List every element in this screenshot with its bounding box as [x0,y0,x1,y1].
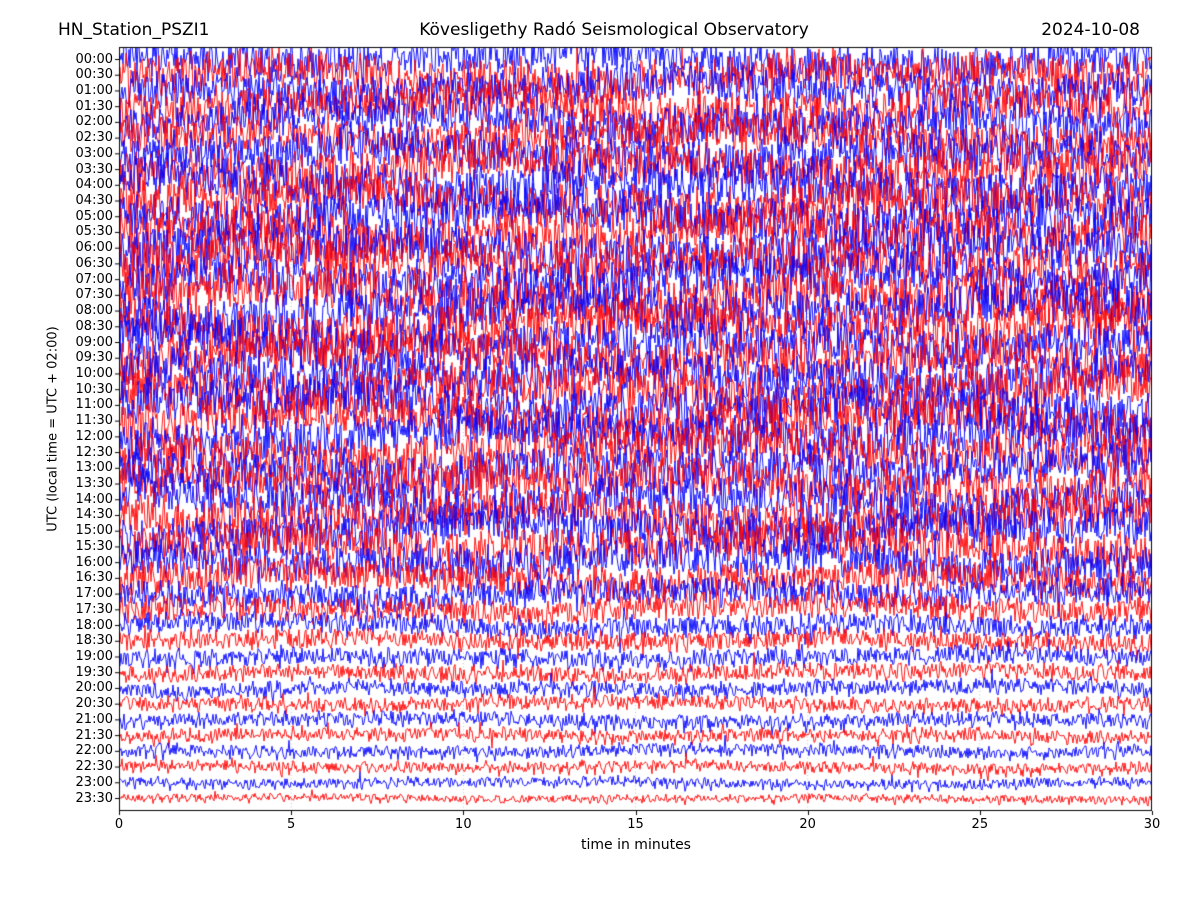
x-axis-label: time in minutes [581,837,691,853]
x-tick-label: 30 [1143,817,1161,832]
x-tick-label: 15 [627,817,644,832]
y-tick-label: 13:30 [75,476,113,492]
y-tick-label: 11:00 [75,397,113,413]
x-tick-label: 25 [971,817,989,832]
y-tick-label: 06:30 [75,255,113,271]
y-tick-label: 08:00 [75,303,113,319]
y-tick-label: 05:30 [75,224,113,240]
y-tick-label: 04:00 [75,177,113,193]
y-tick-label: 10:30 [75,381,113,397]
x-tick-label: 10 [455,817,472,832]
y-tick-label: 15:00 [75,523,113,539]
y-tick-label: 17:00 [75,586,113,602]
y-tick-label: 11:30 [75,413,113,429]
y-tick-label: 17:30 [75,601,113,617]
y-tick-label: 06:00 [75,240,113,256]
y-tick-label: 19:30 [75,664,113,680]
y-tick-label: 03:30 [75,161,113,177]
date-title: 2024-10-08 [1041,20,1140,40]
y-tick-label: 12:00 [75,428,113,444]
observatory-title: Kövesligethy Radó Seismological Observat… [419,20,809,40]
y-tick-label: 02:00 [75,114,113,130]
y-tick-label: 20:00 [75,680,113,696]
y-tick-label: 01:00 [75,82,113,98]
y-tick-label: 19:00 [75,648,113,664]
y-tick-label: 18:00 [75,617,113,633]
y-tick-label: 07:30 [75,287,113,303]
y-tick-label: 14:00 [75,491,113,507]
y-tick-label: 00:30 [75,67,113,83]
y-tick-label: 14:30 [75,507,113,523]
y-tick-label: 21:30 [75,727,113,743]
x-tick-label: 20 [799,817,816,832]
y-tick-label: 18:30 [75,633,113,649]
station-title: HN_Station_PSZI1 [58,20,210,40]
y-tick-label: 16:30 [75,570,113,586]
y-tick-label: 10:00 [75,365,113,381]
y-tick-label: 23:00 [75,774,113,790]
y-tick-label: 15:30 [75,538,113,554]
y-tick-label: 22:00 [75,743,113,759]
x-tick-label: 5 [287,817,296,832]
y-tick-label: 13:00 [75,460,113,476]
y-tick-label: 02:30 [75,130,113,146]
y-tick-label: 09:30 [75,350,113,366]
y-tick-label: 07:00 [75,271,113,287]
y-tick-label: 03:00 [75,145,113,161]
y-tick-label: 09:00 [75,334,113,350]
y-tick-label: 12:30 [75,444,113,460]
y-tick-label: 16:00 [75,554,113,570]
y-tick-label: 23:30 [75,790,113,806]
y-tick-label: 21:00 [75,711,113,727]
y-tick-label: 01:30 [75,98,113,114]
y-tick-label: 05:00 [75,208,113,224]
y-tick-label: 22:30 [75,759,113,775]
y-tick-label: 00:00 [75,51,113,67]
y-axis-label: UTC (local time = UTC + 02:00) [45,326,61,532]
x-tick-label: 0 [114,817,124,832]
y-tick-label: 04:30 [75,193,113,208]
y-tick-label: 08:30 [75,318,113,334]
y-tick-label: 20:30 [75,696,113,712]
